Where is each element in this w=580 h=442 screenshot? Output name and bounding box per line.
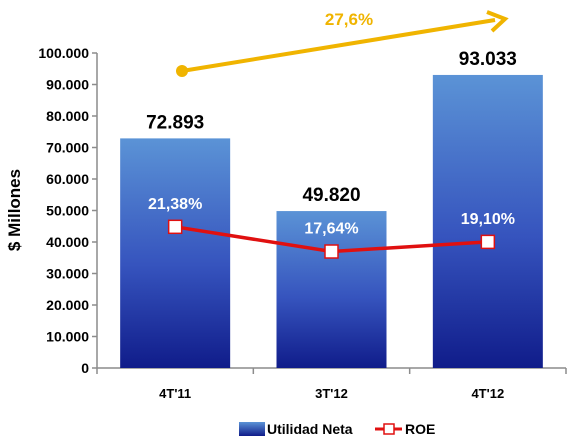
bar-value-label: 49.820 [302,185,360,206]
bar-group [120,74,543,369]
growth-annotation-text: 27,6% [325,10,373,29]
bar [432,74,543,369]
growth-arrow-line [181,18,496,73]
bar-value-label: 93.033 [459,49,517,70]
y-tick-label: 80.000 [46,108,89,124]
bar-label-group: 72.893 49.820 93.033 [146,49,517,206]
y-tick-label: 90.000 [46,77,89,93]
roe-marker [324,244,339,259]
growth-annotation: 27,6% [176,10,509,77]
growth-arrow-head [486,10,509,33]
y-tick-label: 0 [81,360,89,376]
y-tick-label: 60.000 [46,171,89,187]
roe-value-label: 17,64% [304,221,358,238]
y-tick-label: 70.000 [46,140,89,156]
y-tick-label: 100.000 [38,45,89,61]
roe-value-label: 19,10% [461,211,515,228]
y-axis-label: $ Millones [5,169,24,251]
y-tick-label: 10.000 [46,329,89,345]
x-tick-label: 3T'12 [315,386,348,401]
y-tick-label: 20.000 [46,297,89,313]
legend-label-roe: ROE [405,421,435,437]
roe-marker [167,219,183,235]
x-tick-group: 4T'11 3T'12 4T'12 [96,368,567,401]
y-tick-group: 0 10.000 20.000 30.000 40.000 50.000 60.000 70.… [38,45,97,376]
legend: Utilidad Neta ROE [239,421,435,437]
legend-marker-roe [383,423,395,435]
growth-arrow-start [176,65,188,77]
legend-swatch-utilidad-neta [239,422,265,436]
bar [120,138,231,368]
y-tick-label: 40.000 [46,234,89,250]
bar-value-label: 72.893 [146,112,204,133]
y-tick-label: 30.000 [46,266,89,282]
roe-value-label: 21,38% [148,196,202,213]
roe-marker [480,234,496,250]
y-tick-label: 50.000 [46,203,89,219]
x-tick-label: 4T'12 [471,386,504,401]
roe-line-group: 21,38% 17,64% 19,10% [148,196,515,259]
bar [276,211,387,368]
legend-label-utilidad-neta: Utilidad Neta [267,421,353,437]
x-tick-label: 4T'11 [159,386,191,401]
